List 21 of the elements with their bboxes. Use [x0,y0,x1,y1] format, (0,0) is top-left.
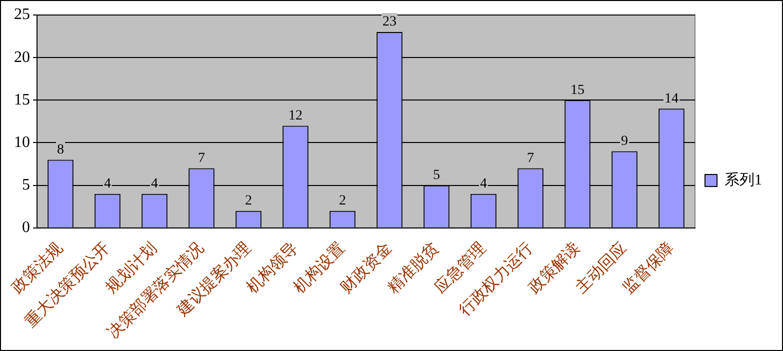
y-tick-label: 20 [14,48,30,66]
data-label: 5 [433,168,440,184]
data-label: 4 [104,176,111,192]
y-tick-label: 15 [14,91,30,108]
y-tick-label: 25 [14,6,30,24]
data-label: 9 [621,134,628,149]
y-tick-label: 5 [22,176,30,194]
data-label: 4 [151,176,158,192]
data-label: 8 [57,142,64,158]
legend-label: 系列1 [724,171,762,188]
y-tick-label: 0 [22,219,30,236]
data-label: 14 [664,91,678,106]
data-label: 23 [382,14,396,30]
data-label: 7 [527,150,534,166]
data-label: 15 [570,82,584,98]
data-label: 2 [245,194,252,209]
data-label: 4 [480,176,487,192]
data-label: 12 [288,108,302,124]
y-tick-label: 10 [14,134,30,151]
data-label: 7 [198,150,205,166]
data-label: 2 [339,194,346,209]
